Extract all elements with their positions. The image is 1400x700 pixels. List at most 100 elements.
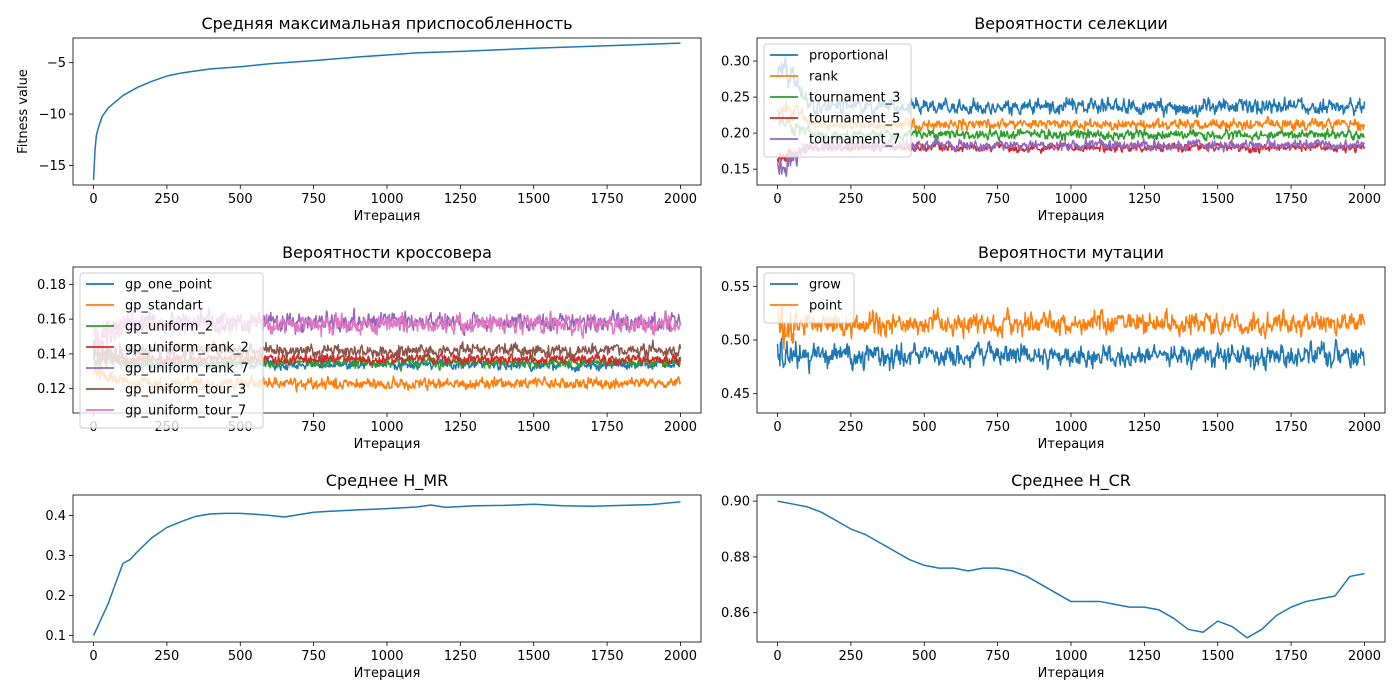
legend-box (763, 43, 912, 158)
y-tick-label: 0.30 (721, 55, 750, 70)
chart-panel-selection: 0 250 500 750 1000 1250 1500 1750 2000 0.15 0.20 0.… (721, 14, 1386, 224)
x-tick-label: 2000 (664, 649, 697, 664)
x-tick-label: 0 (773, 649, 781, 664)
legend-entry: tournament_7 (809, 133, 900, 148)
legend-entry: gp_one_point (125, 278, 212, 293)
series-group (777, 500, 1365, 639)
legend: proportional rank tournament_3 tournament_5… (763, 43, 912, 158)
x-tick-label: 500 (228, 192, 253, 207)
y-tick-label: −5 (47, 56, 66, 71)
chart-title: Вероятности кроссовера (282, 243, 492, 262)
legend-entry: gp_uniform_tour_3 (125, 383, 246, 398)
chart-title: Средняя максимальная приспособленность (201, 14, 572, 33)
y-tick-label: −10 (39, 108, 66, 123)
series-group (92, 42, 681, 180)
y-tick-label: 0.12 (37, 382, 66, 397)
axes-frame (756, 494, 1386, 643)
legend-box (763, 272, 855, 324)
x-axis-label: Итерация (1038, 666, 1105, 681)
chart-panel-crossover: 0250500750100012501500175020000.120.140.… (37, 243, 702, 452)
x-tick-label: 500 (228, 649, 253, 664)
x-tick-label: 0 (773, 420, 781, 435)
x-tick-label: 1750 (591, 192, 624, 207)
y-tick-label: 0.4 (45, 509, 66, 524)
y-tick-label: 0.25 (721, 91, 750, 106)
y-tick-label: 0.14 (37, 347, 66, 362)
x-tick-label: 500 (912, 192, 937, 207)
x-tick-label: 1750 (591, 649, 624, 664)
x-tick-label: 500 (912, 420, 937, 435)
x-tick-label: 250 (838, 420, 863, 435)
y-tick-label: 0.15 (721, 163, 750, 178)
x-tick-label: 1500 (517, 420, 550, 435)
x-tick-label: 1250 (1128, 192, 1161, 207)
y-tick-label: 0.1 (45, 629, 66, 644)
x-axis-label: Итерация (1038, 437, 1105, 452)
x-axis-label: Итерация (354, 437, 421, 452)
legend-entry: point (809, 299, 842, 314)
x-tick-label: 250 (154, 192, 179, 207)
series-line-point (777, 303, 1366, 350)
legend-entry: grow (809, 278, 841, 293)
y-axis-label: Fitness value (16, 69, 31, 154)
legend-entry: rank (809, 70, 839, 85)
x-tick-label: 1000 (370, 420, 403, 435)
legend-entry: gp_uniform_rank_7 (125, 362, 249, 377)
x-axis-label: Итерация (354, 666, 421, 681)
x-tick-label: 250 (838, 649, 863, 664)
legend-box (79, 272, 264, 429)
y-tick-label: 0.45 (721, 387, 750, 402)
y-tick-label: −15 (39, 159, 66, 174)
x-tick-label: 1750 (1275, 649, 1308, 664)
x-tick-label: 1750 (1275, 192, 1308, 207)
x-tick-label: 2000 (1348, 420, 1381, 435)
series-line-line (92, 42, 681, 180)
x-tick-label: 500 (912, 649, 937, 664)
chart-panel-hmr: 0 250 500 750 1000 1250 1500 1750 2000 0.1 0.2 0.3 0… (45, 471, 702, 681)
x-tick-label: 1000 (370, 192, 403, 207)
y-tick-label: 0.20 (721, 127, 750, 142)
x-tick-label: 1250 (1128, 420, 1161, 435)
x-tick-label: 1000 (1054, 192, 1087, 207)
x-tick-label: 1000 (370, 649, 403, 664)
x-tick-label: 1500 (517, 192, 550, 207)
y-tick-label: 0.16 (37, 313, 66, 328)
x-tick-label: 750 (301, 649, 326, 664)
x-tick-label: 0 (89, 192, 97, 207)
x-tick-label: 1500 (1201, 192, 1234, 207)
legend-entry: tournament_5 (809, 112, 900, 127)
chart-panel-fitness: 0 250 500 750 1000 1250 1500 1750 2000 −15 −10 −5 Ср… (16, 14, 702, 224)
x-axis-label: Итерация (1038, 209, 1105, 224)
legend-entry: gp_uniform_2 (125, 320, 213, 335)
chart-title: Среднее H_CR (1011, 471, 1131, 491)
x-tick-label: 1500 (1201, 649, 1234, 664)
x-tick-label: 0 (773, 192, 781, 207)
x-tick-label: 0 (89, 649, 97, 664)
y-tick-label: 0.88 (721, 550, 750, 565)
x-tick-label: 1250 (444, 192, 477, 207)
x-tick-label: 250 (154, 649, 179, 664)
series-line-line (777, 500, 1365, 639)
legend-entry: gp_uniform_rank_2 (125, 341, 249, 356)
legend-entry: tournament_3 (809, 91, 900, 106)
x-tick-label: 750 (985, 649, 1010, 664)
axes-frame (72, 37, 702, 186)
y-tick-label: 0.86 (721, 606, 750, 621)
y-tick-label: 0.90 (721, 495, 750, 510)
legend: gp_one_point gp_standart gp_uniform_2 gp_un… (79, 272, 264, 429)
y-tick-label: 0.50 (721, 334, 750, 349)
x-tick-label: 2000 (1348, 192, 1381, 207)
chart-title: Среднее H_MR (326, 471, 448, 491)
x-tick-label: 750 (985, 192, 1010, 207)
y-tick-label: 0.2 (45, 589, 66, 604)
x-tick-label: 1500 (1201, 420, 1234, 435)
x-tick-label: 1250 (1128, 649, 1161, 664)
legend-entry: proportional (809, 49, 888, 64)
legend: grow point (763, 272, 855, 324)
x-tick-label: 750 (301, 420, 326, 435)
chart-panel-hcr: 0 250 500 750 1000 1250 1500 1750 2000 0.86 0.88 0.… (721, 471, 1386, 681)
x-tick-label: 2000 (664, 420, 697, 435)
x-tick-label: 1000 (1054, 420, 1087, 435)
x-tick-label: 2000 (1348, 649, 1381, 664)
